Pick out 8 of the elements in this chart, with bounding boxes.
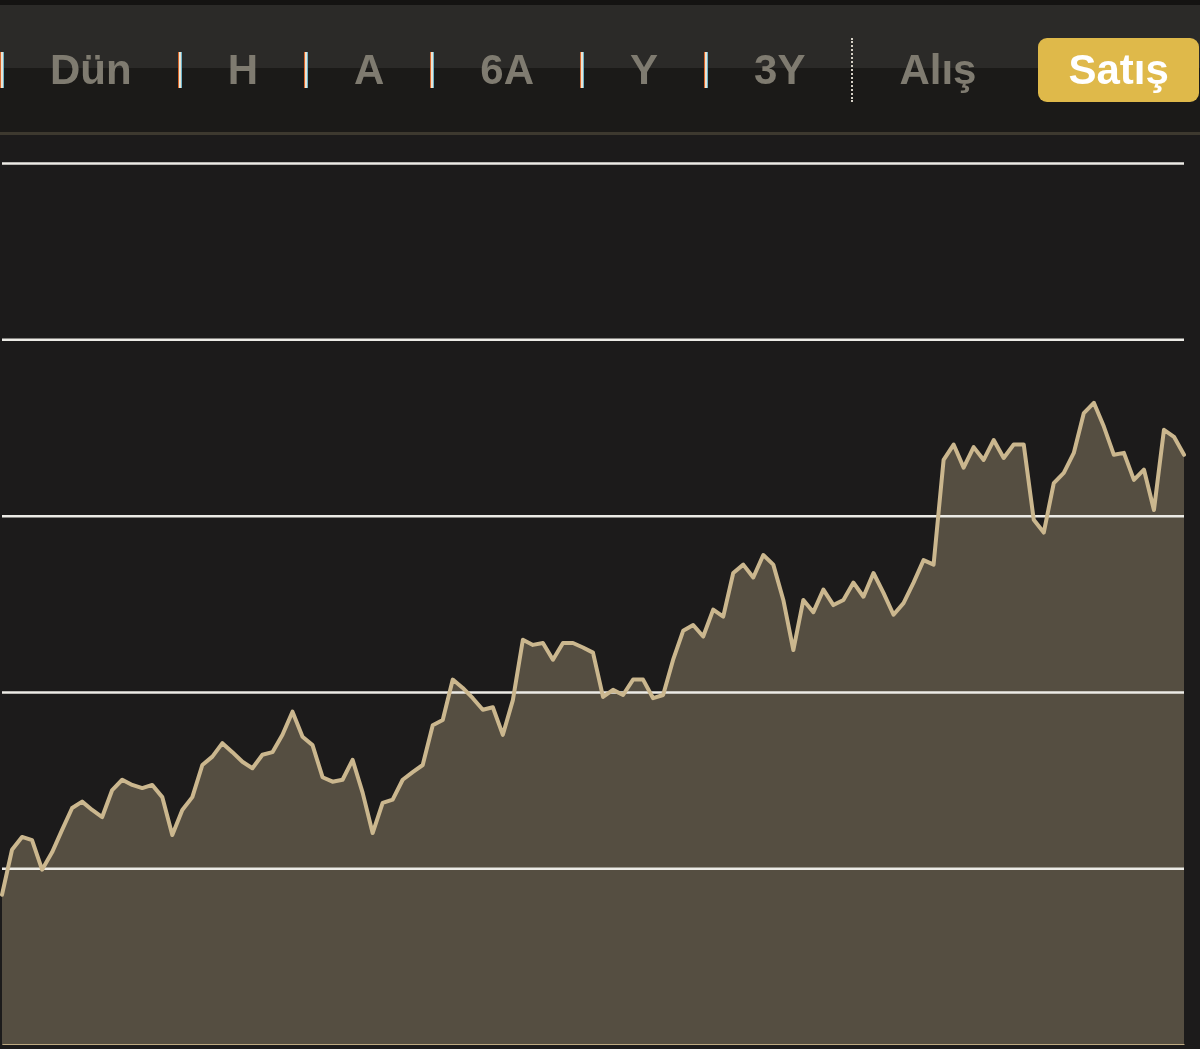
button: Satış — [1038, 38, 1199, 102]
text: Alış — [898, 45, 978, 95]
text: 3Y — [753, 45, 807, 95]
text: Y — [629, 45, 660, 95]
text: A — [353, 45, 386, 95]
text: 6A — [479, 45, 536, 95]
text: Dün — [49, 45, 133, 95]
text: H — [226, 45, 259, 95]
